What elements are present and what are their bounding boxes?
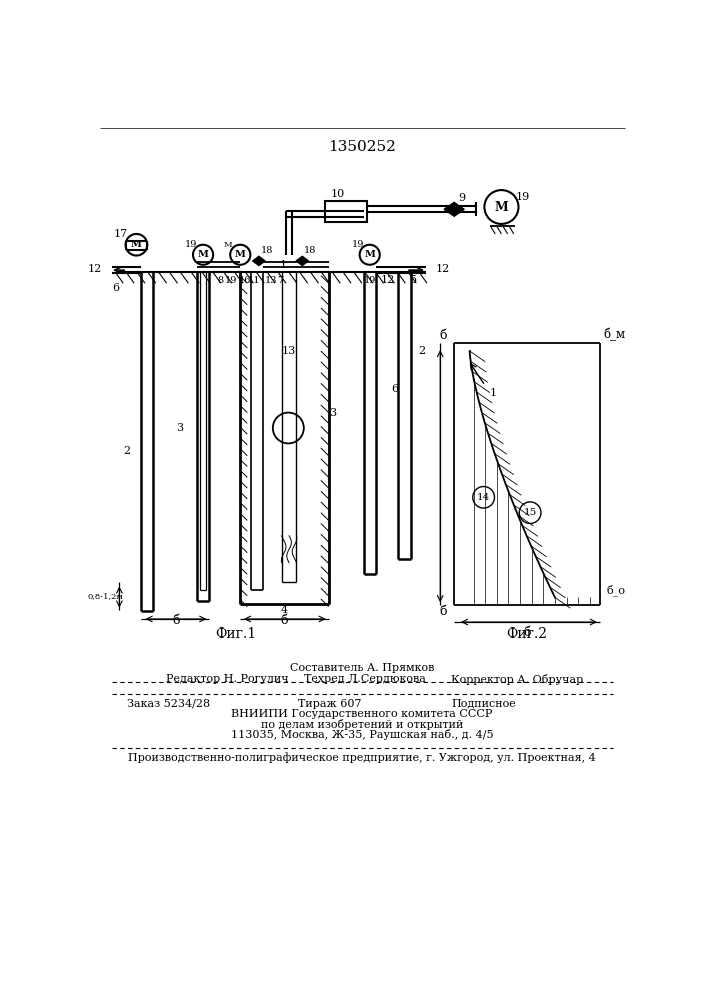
- Text: б_о: б_о: [606, 584, 625, 596]
- Text: 13: 13: [282, 346, 296, 356]
- Text: Составитель А. Прямков: Составитель А. Прямков: [290, 663, 434, 673]
- Text: 12: 12: [436, 264, 450, 274]
- Circle shape: [230, 245, 250, 265]
- Text: Редактор Н. Рогулич: Редактор Н. Рогулич: [166, 674, 288, 684]
- Polygon shape: [252, 256, 265, 266]
- Text: 13: 13: [265, 276, 278, 285]
- Text: 11: 11: [248, 276, 260, 285]
- Text: б: б: [173, 614, 180, 627]
- Text: 2: 2: [124, 446, 131, 456]
- Text: б: б: [281, 614, 288, 627]
- Text: 1: 1: [489, 388, 496, 398]
- Text: 0,8-1,2м: 0,8-1,2м: [88, 592, 123, 600]
- Text: 3: 3: [329, 408, 336, 418]
- Text: 6: 6: [391, 384, 398, 394]
- Text: 1350252: 1350252: [328, 140, 396, 154]
- Text: Подписное: Подписное: [451, 699, 516, 709]
- Text: M: M: [364, 250, 375, 259]
- Circle shape: [519, 502, 541, 523]
- Text: M: M: [223, 241, 232, 249]
- Text: ВНИИПИ Государственного комитета СССР: ВНИИПИ Государственного комитета СССР: [231, 709, 493, 719]
- Text: 8: 8: [217, 276, 223, 285]
- Polygon shape: [296, 256, 308, 266]
- Text: 2: 2: [418, 346, 425, 356]
- Circle shape: [360, 245, 380, 265]
- Text: Фиг.1: Фиг.1: [215, 627, 256, 641]
- Text: 14: 14: [477, 493, 490, 502]
- Text: б: б: [439, 329, 446, 342]
- Text: M: M: [198, 250, 209, 259]
- Text: 19: 19: [225, 276, 237, 285]
- Text: 7: 7: [277, 276, 284, 285]
- Text: M: M: [131, 240, 142, 249]
- Text: 19: 19: [352, 240, 364, 249]
- Text: 18: 18: [304, 246, 316, 255]
- Bar: [325, 201, 368, 222]
- Text: 6: 6: [112, 283, 119, 293]
- Text: 19: 19: [185, 240, 197, 249]
- Text: 18: 18: [260, 246, 273, 255]
- Text: Заказ 5234/28: Заказ 5234/28: [127, 699, 210, 709]
- Text: 17: 17: [114, 229, 128, 239]
- Text: б_м: б_м: [604, 327, 626, 341]
- Text: б: б: [439, 605, 446, 618]
- Text: 113035, Москва, Ж-35, Раушская наб., д. 4/5: 113035, Москва, Ж-35, Раушская наб., д. …: [230, 729, 493, 740]
- Text: б: б: [523, 626, 531, 639]
- Text: M: M: [495, 201, 508, 214]
- Text: 19: 19: [515, 192, 530, 202]
- Text: Производственно-полиграфическое предприятие, г. Ужгород, ул. Проектная, 4: Производственно-полиграфическое предприя…: [128, 752, 596, 763]
- Text: 16: 16: [239, 276, 251, 285]
- Text: Тираж 607: Тираж 607: [298, 699, 361, 709]
- Text: 5: 5: [410, 275, 417, 285]
- Text: 12: 12: [88, 264, 103, 274]
- Text: 10: 10: [331, 189, 345, 199]
- Text: 15: 15: [523, 508, 537, 517]
- Text: 3: 3: [176, 423, 183, 433]
- Text: 4: 4: [281, 605, 288, 615]
- Polygon shape: [444, 202, 464, 216]
- Text: Фиг.2: Фиг.2: [506, 627, 547, 641]
- Text: Корректор А. Обручар: Корректор А. Обручар: [451, 674, 583, 685]
- Text: M: M: [235, 250, 246, 259]
- Circle shape: [126, 234, 147, 256]
- Text: 19: 19: [363, 276, 376, 285]
- Text: 1: 1: [280, 260, 287, 270]
- Circle shape: [193, 245, 213, 265]
- Text: по делам изобретений и открытий: по делам изобретений и открытий: [261, 719, 463, 730]
- Text: 12: 12: [380, 275, 395, 285]
- Text: 9: 9: [458, 193, 465, 203]
- Circle shape: [484, 190, 518, 224]
- Circle shape: [473, 487, 494, 508]
- Text: Техред Л.Сердюкова: Техред Л.Сердюкова: [304, 674, 426, 684]
